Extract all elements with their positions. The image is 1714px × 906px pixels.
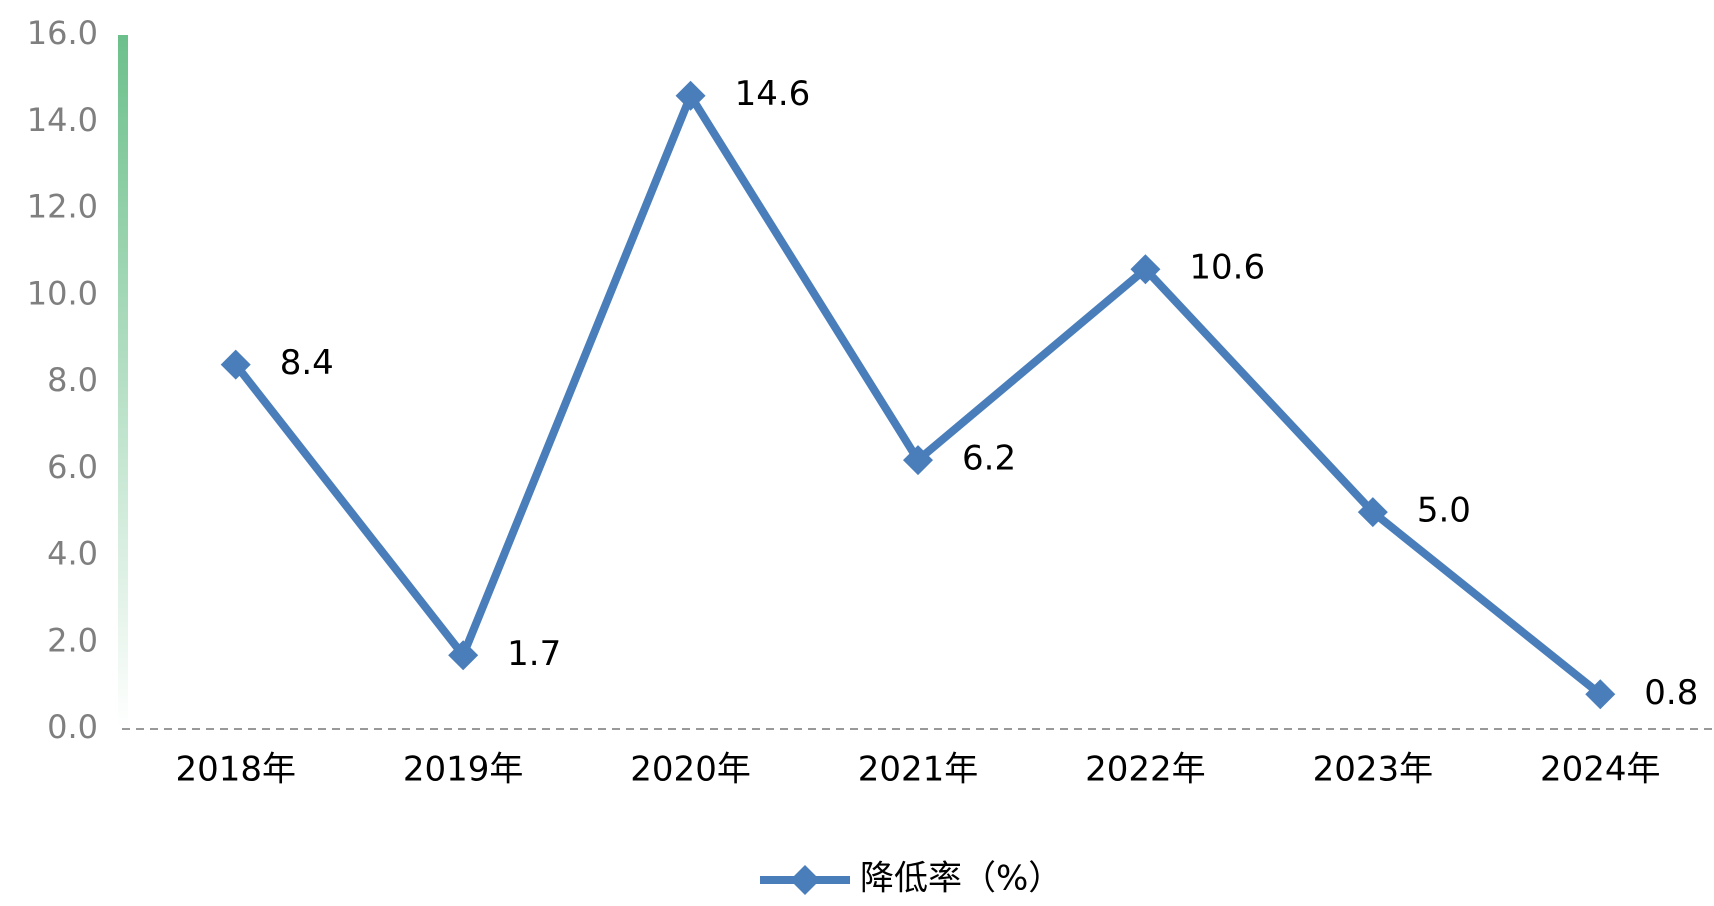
x-tick-label: 2020年	[630, 750, 751, 790]
data-label: 5.0	[1417, 491, 1471, 531]
y-tick-label: 14.0	[27, 101, 98, 139]
data-label: 0.8	[1644, 673, 1698, 713]
legend-marker	[790, 865, 820, 895]
y-tick-label: 2.0	[47, 621, 98, 659]
data-label: 10.6	[1189, 248, 1265, 288]
data-label: 14.6	[735, 74, 811, 114]
point-marker	[1357, 497, 1388, 528]
point-marker	[220, 349, 251, 380]
y-tick-label: 0.0	[47, 708, 98, 746]
y-tick-label: 8.0	[47, 361, 98, 399]
point-marker	[903, 445, 933, 476]
x-tick-label: 2024年	[1540, 750, 1661, 790]
x-tick-label: 2023年	[1313, 750, 1434, 790]
x-tick-label: 2022年	[1085, 750, 1206, 790]
data-label: 6.2	[962, 439, 1016, 479]
y-axis-bar	[118, 35, 128, 729]
y-tick-label: 16.0	[27, 14, 98, 52]
point-marker	[675, 80, 706, 111]
point-marker	[1585, 679, 1616, 710]
y-tick-label: 12.0	[27, 188, 98, 226]
data-label: 1.7	[507, 634, 561, 674]
x-tick-label: 2018年	[175, 750, 296, 790]
legend-label: 降低率（%）	[860, 859, 1062, 899]
y-tick-label: 6.0	[47, 448, 98, 486]
x-tick-label: 2021年	[858, 750, 979, 790]
data-label: 8.4	[280, 343, 334, 383]
point-marker	[448, 640, 479, 671]
series-line	[232, 91, 1603, 698]
x-tick-label: 2019年	[403, 750, 524, 790]
point-marker	[1130, 254, 1161, 285]
y-tick-label: 10.0	[27, 274, 98, 312]
y-tick-label: 4.0	[47, 535, 98, 573]
